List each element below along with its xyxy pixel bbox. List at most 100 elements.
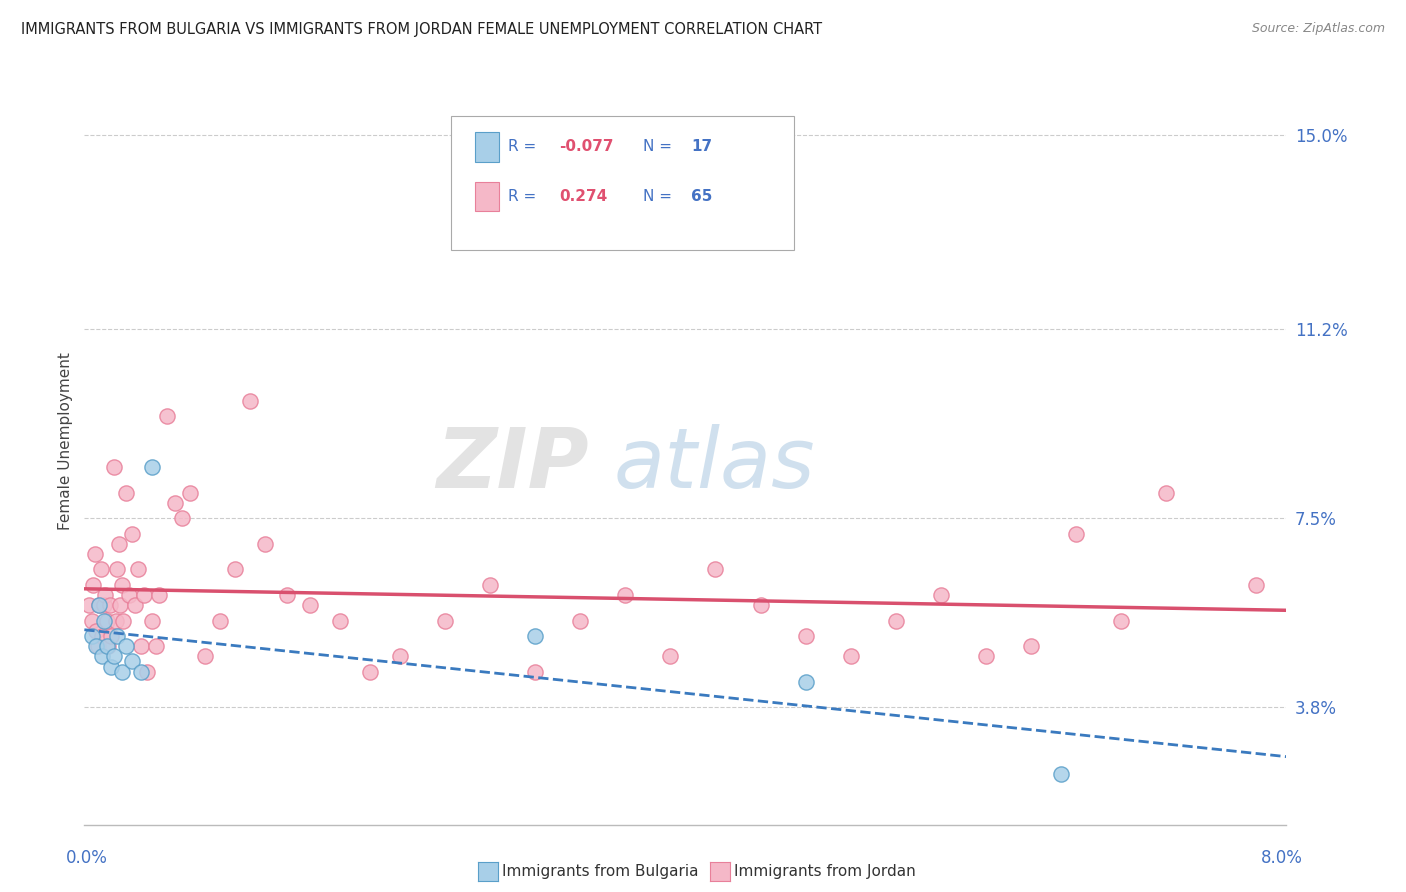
Point bbox=[1050, 767, 1073, 781]
Point bbox=[136, 665, 159, 679]
Point bbox=[524, 629, 547, 643]
Text: R =: R = bbox=[508, 189, 536, 204]
Point bbox=[87, 639, 110, 653]
Point bbox=[91, 629, 114, 643]
Point bbox=[108, 537, 131, 551]
Point bbox=[179, 485, 201, 500]
Point bbox=[115, 639, 138, 653]
Point bbox=[704, 562, 727, 576]
Text: atlas: atlas bbox=[613, 424, 815, 505]
Point bbox=[569, 614, 592, 628]
Point bbox=[659, 649, 682, 664]
Point bbox=[107, 562, 129, 576]
Point bbox=[839, 649, 862, 664]
Point bbox=[121, 655, 143, 669]
Point bbox=[96, 639, 118, 653]
Point bbox=[131, 639, 153, 653]
Point bbox=[93, 614, 115, 628]
Point bbox=[1019, 639, 1042, 653]
Point bbox=[794, 629, 817, 643]
Point bbox=[111, 665, 134, 679]
Point bbox=[1156, 485, 1178, 500]
Point bbox=[103, 649, 125, 664]
Point bbox=[749, 598, 772, 612]
Point bbox=[298, 598, 321, 612]
Point bbox=[134, 588, 156, 602]
Point bbox=[91, 649, 114, 664]
Point bbox=[86, 639, 108, 653]
Point bbox=[86, 624, 108, 638]
Text: N =: N = bbox=[644, 139, 672, 154]
Point bbox=[121, 526, 143, 541]
Point bbox=[145, 639, 167, 653]
Point bbox=[115, 485, 138, 500]
Text: IMMIGRANTS FROM BULGARIA VS IMMIGRANTS FROM JORDAN FEMALE UNEMPLOYMENT CORRELATI: IMMIGRANTS FROM BULGARIA VS IMMIGRANTS F… bbox=[21, 22, 823, 37]
Text: Immigrants from Jordan: Immigrants from Jordan bbox=[734, 864, 915, 879]
Point bbox=[156, 409, 179, 423]
Point bbox=[89, 598, 111, 612]
Point bbox=[112, 614, 135, 628]
Text: 65: 65 bbox=[692, 189, 713, 204]
Point bbox=[80, 614, 103, 628]
Point bbox=[83, 547, 105, 561]
Point bbox=[104, 614, 127, 628]
Point bbox=[524, 665, 547, 679]
Point bbox=[89, 598, 111, 612]
Point bbox=[97, 639, 120, 653]
Point bbox=[100, 659, 122, 673]
Point bbox=[110, 598, 132, 612]
Point bbox=[98, 598, 121, 612]
Point bbox=[93, 598, 115, 612]
FancyBboxPatch shape bbox=[451, 115, 793, 250]
Text: 17: 17 bbox=[692, 139, 713, 154]
Point bbox=[148, 588, 170, 602]
Text: 8.0%: 8.0% bbox=[1261, 849, 1303, 867]
Point bbox=[131, 665, 153, 679]
Text: 0.274: 0.274 bbox=[560, 189, 607, 204]
Point bbox=[614, 588, 637, 602]
Point bbox=[141, 460, 163, 475]
Point bbox=[194, 649, 217, 664]
Text: N =: N = bbox=[644, 189, 672, 204]
Y-axis label: Female Unemployment: Female Unemployment bbox=[58, 352, 73, 531]
Bar bbox=[475, 132, 499, 161]
Bar bbox=[475, 182, 499, 211]
Point bbox=[884, 614, 907, 628]
Point bbox=[1246, 578, 1268, 592]
Point bbox=[929, 588, 952, 602]
Point bbox=[794, 674, 817, 689]
Point bbox=[224, 562, 246, 576]
Point bbox=[141, 614, 163, 628]
Point bbox=[80, 629, 103, 643]
Point bbox=[479, 578, 502, 592]
Point bbox=[974, 649, 997, 664]
Point bbox=[127, 562, 149, 576]
Point bbox=[77, 598, 100, 612]
Point bbox=[111, 578, 134, 592]
Point bbox=[82, 578, 104, 592]
Point bbox=[388, 649, 411, 664]
Text: 0.0%: 0.0% bbox=[66, 849, 108, 867]
Text: Source: ZipAtlas.com: Source: ZipAtlas.com bbox=[1251, 22, 1385, 36]
Point bbox=[124, 598, 146, 612]
Point bbox=[239, 393, 262, 408]
Point bbox=[359, 665, 381, 679]
Point bbox=[100, 629, 122, 643]
Point bbox=[90, 562, 112, 576]
Point bbox=[276, 588, 298, 602]
Text: -0.077: -0.077 bbox=[560, 139, 613, 154]
Point bbox=[1109, 614, 1132, 628]
Point bbox=[1064, 526, 1087, 541]
Point bbox=[96, 614, 118, 628]
Point bbox=[208, 614, 231, 628]
Point bbox=[103, 460, 125, 475]
Point bbox=[163, 496, 186, 510]
Point bbox=[253, 537, 276, 551]
Text: Immigrants from Bulgaria: Immigrants from Bulgaria bbox=[502, 864, 699, 879]
Text: R =: R = bbox=[508, 139, 536, 154]
Text: ZIP: ZIP bbox=[437, 424, 589, 505]
Point bbox=[107, 629, 129, 643]
Point bbox=[94, 588, 117, 602]
Point bbox=[118, 588, 141, 602]
Point bbox=[329, 614, 352, 628]
